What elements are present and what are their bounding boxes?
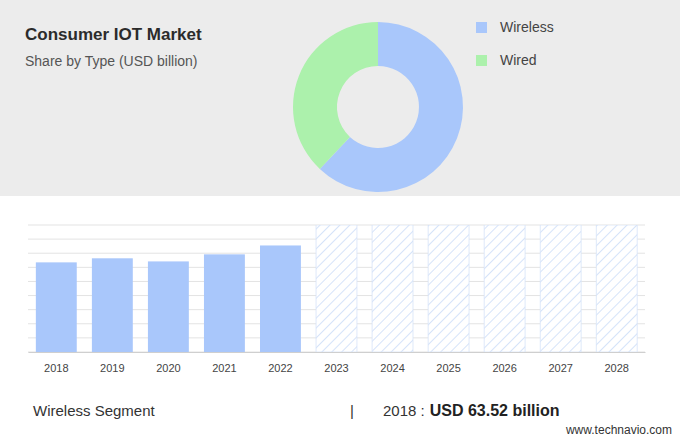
x-tick: 2022: [268, 362, 292, 374]
x-tick-label: 2023: [324, 362, 348, 374]
x-tick: 2018: [44, 362, 68, 374]
footer-value: USD 63.52 billion: [430, 402, 560, 419]
legend-item: Wired: [476, 52, 537, 68]
x-tick: 2024: [380, 362, 404, 374]
source: www.technavio.com: [565, 423, 672, 437]
footer-separator: |: [350, 402, 354, 419]
bar: [260, 245, 301, 352]
x-tick: 2026: [492, 362, 516, 374]
forecast-placeholder: [428, 225, 469, 352]
footer-year: 2018 :: [383, 402, 425, 419]
legend: Wireless Wired: [476, 19, 554, 68]
x-axis-line: [29, 352, 646, 353]
x-tick-label: 2024: [380, 362, 404, 374]
x-tick: 2019: [100, 362, 124, 374]
forecast-placeholder: [316, 225, 357, 352]
bar: [148, 261, 189, 352]
x-tick-label: 2022: [268, 362, 292, 374]
chart-root: Consumer IOT Market Share by Type (USD bi…: [0, 0, 680, 440]
x-tick-label: 2019: [100, 362, 124, 374]
bar: [204, 254, 245, 352]
bar: [36, 262, 77, 352]
legend-item: Wireless: [476, 19, 554, 35]
forecast-placeholder: [372, 225, 413, 352]
x-tick-label: 2026: [492, 362, 516, 374]
bar: [92, 258, 133, 352]
x-tick: 2021: [212, 362, 236, 374]
x-tick: 2027: [548, 362, 572, 374]
legend-label: Wireless: [500, 19, 554, 35]
x-tick: 2028: [604, 362, 628, 374]
top-panel: [0, 0, 680, 196]
footer-label: Wireless Segment: [33, 402, 156, 419]
forecast-placeholder: [484, 225, 525, 352]
legend-swatch: [476, 55, 487, 66]
x-axis: 2018 2019 2020 2021 2022 2023 2024 2025 2026 2027…: [29, 353, 646, 374]
x-tick-label: 2028: [604, 362, 628, 374]
subtitle: Share by Type (USD billion): [25, 53, 197, 69]
legend-swatch: [476, 22, 487, 33]
x-tick-label: 2018: [44, 362, 68, 374]
bars: [36, 225, 637, 352]
donut-slice: [293, 22, 378, 169]
x-tick-label: 2027: [548, 362, 572, 374]
x-tick-label: 2020: [156, 362, 180, 374]
forecast-placeholder: [540, 225, 581, 352]
x-tick: 2025: [436, 362, 460, 374]
x-tick-label: 2025: [436, 362, 460, 374]
x-tick-label: 2021: [212, 362, 236, 374]
x-tick: 2020: [156, 362, 180, 374]
title: Consumer IOT Market: [25, 25, 202, 44]
x-tick: 2023: [324, 362, 348, 374]
legend-label: Wired: [500, 52, 537, 68]
forecast-placeholder: [596, 225, 637, 352]
donut: [293, 22, 463, 192]
grid: [28, 225, 645, 352]
